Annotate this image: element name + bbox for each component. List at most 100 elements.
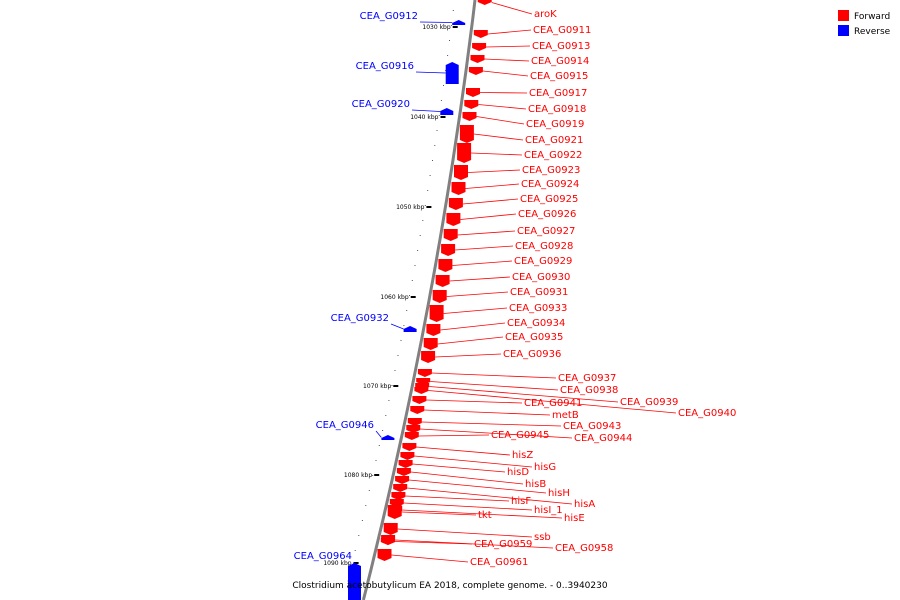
gene-cea-g0912[interactable]: CEA_G0912 (360, 11, 466, 25)
gene-arrow[interactable] (410, 406, 425, 414)
gene-label[interactable]: CEA_G0958 (555, 543, 613, 554)
gene-cea-g0923[interactable]: CEA_G0923 (454, 165, 580, 180)
gene-arrow[interactable] (421, 351, 436, 363)
gene-cea-g0944[interactable]: CEA_G0944 (406, 425, 632, 444)
gene-hisb[interactable]: hisB (396, 468, 546, 490)
gene-arrow[interactable] (400, 452, 415, 460)
gene-cea-g0932[interactable]: CEA_G0932 (331, 313, 417, 332)
gene-label[interactable]: CEA_G0936 (503, 349, 561, 360)
gene-arrow[interactable] (462, 112, 477, 121)
gene-cea-g0933[interactable]: CEA_G0933 (429, 303, 568, 322)
gene-label[interactable]: CEA_G0915 (530, 71, 588, 82)
gene-arrow[interactable] (452, 20, 466, 25)
gene-label[interactable]: hisH (548, 488, 570, 499)
gene-cea-g0918[interactable]: CEA_G0918 (464, 100, 586, 115)
gene-label[interactable]: hisD (507, 467, 529, 478)
gene-cea-g0934[interactable]: CEA_G0934 (426, 318, 565, 336)
gene-cea-g0924[interactable]: CEA_G0924 (451, 179, 580, 195)
gene-cea-g0917[interactable]: CEA_G0917 (466, 88, 587, 99)
gene-arrow[interactable] (464, 100, 479, 109)
gene-label[interactable]: CEA_G0922 (524, 150, 582, 161)
gene-label[interactable]: CEA_G0945 (491, 430, 549, 441)
gene-arrow[interactable] (457, 143, 472, 163)
gene-arrow[interactable] (406, 425, 421, 433)
gene-cea-g0945[interactable]: CEA_G0945 (404, 430, 550, 441)
gene-arrow[interactable] (403, 326, 417, 332)
gene-label[interactable]: CEA_G0914 (531, 56, 589, 67)
gene-arrow[interactable] (398, 460, 413, 468)
gene-cea-g0964[interactable]: CEA_G0964 (294, 551, 361, 600)
gene-label[interactable]: CEA_G0933 (509, 303, 567, 314)
gene-label[interactable]: CEA_G0928 (515, 241, 573, 252)
gene-arrow[interactable] (440, 108, 454, 115)
gene-label[interactable]: CEA_G0929 (514, 256, 572, 267)
gene-cea-g0919[interactable]: CEA_G0919 (462, 112, 585, 130)
gene-cea-g0940[interactable]: CEA_G0940 (414, 387, 736, 419)
gene-label[interactable]: hisG (534, 462, 556, 473)
gene-arrow[interactable] (396, 468, 411, 476)
gene-arrow[interactable] (407, 418, 422, 426)
gene-label[interactable]: CEA_G0943 (563, 421, 621, 432)
gene-arrow[interactable] (459, 125, 474, 143)
gene-cea-g0914[interactable]: CEA_G0914 (470, 55, 590, 67)
gene-label[interactable]: tkt (478, 510, 492, 521)
gene-cea-g0920[interactable]: CEA_G0920 (352, 99, 454, 115)
gene-label[interactable]: hisF (511, 496, 531, 507)
gene-arok[interactable]: aroK (477, 0, 557, 20)
gene-label[interactable]: CEA_G0926 (518, 209, 576, 220)
gene-arrow[interactable] (466, 88, 480, 97)
gene-arrow[interactable] (438, 259, 453, 272)
gene-cea-g0941[interactable]: CEA_G0941 (412, 396, 582, 409)
gene-label[interactable]: CEA_G0935 (505, 332, 563, 343)
gene-cea-g0937[interactable]: CEA_G0937 (417, 369, 616, 384)
gene-arrow[interactable] (395, 476, 410, 484)
gene-arrow[interactable] (423, 338, 438, 350)
gene-cea-g0943[interactable]: CEA_G0943 (407, 418, 622, 432)
gene-label[interactable]: CEA_G0923 (522, 165, 580, 176)
gene-cea-g0961[interactable]: CEA_G0961 (377, 549, 529, 568)
gene-label[interactable]: CEA_G0913 (532, 41, 590, 52)
gene-arrow[interactable] (443, 229, 458, 241)
gene-arrow[interactable] (377, 549, 392, 561)
gene-arrow[interactable] (387, 505, 402, 519)
gene-label[interactable]: CEA_G0918 (528, 104, 586, 115)
gene-label[interactable]: hisI_1 (534, 505, 563, 516)
gene-arrow[interactable] (412, 396, 427, 404)
gene-label[interactable]: CEA_G0941 (524, 398, 582, 409)
gene-arrow[interactable] (404, 432, 419, 440)
gene-label[interactable]: CEA_G0938 (560, 385, 618, 396)
gene-hisg[interactable]: hisG (400, 452, 556, 473)
gene-arrow[interactable] (417, 369, 432, 377)
gene-arrow[interactable] (391, 492, 406, 500)
gene-ssb[interactable]: ssb (383, 523, 551, 543)
gene-cea-g0916[interactable]: CEA_G0916 (356, 61, 459, 84)
gene-arrow[interactable] (468, 67, 483, 75)
gene-label[interactable]: ssb (534, 532, 551, 543)
gene-label[interactable]: CEA_G0920 (352, 99, 410, 110)
gene-label[interactable]: metB (552, 410, 579, 421)
gene-label[interactable]: CEA_G0944 (574, 433, 632, 444)
gene-hisf[interactable]: hisF (391, 492, 531, 507)
gene-arrow[interactable] (470, 55, 485, 63)
gene-label[interactable]: CEA_G0964 (294, 551, 352, 562)
gene-label[interactable]: CEA_G0925 (520, 194, 578, 205)
gene-arrow[interactable] (472, 43, 487, 51)
gene-label[interactable]: CEA_G0946 (316, 420, 374, 431)
gene-tkt[interactable]: tkt (387, 505, 492, 521)
gene-cea-g0929[interactable]: CEA_G0929 (438, 256, 572, 272)
gene-arrow[interactable] (441, 244, 456, 256)
gene-cea-g0913[interactable]: CEA_G0913 (472, 41, 590, 52)
gene-hisd[interactable]: hisD (398, 460, 530, 478)
gene-arrow[interactable] (446, 213, 461, 226)
gene-label[interactable]: hisE (564, 513, 585, 524)
gene-arrow[interactable] (454, 165, 468, 180)
gene-arrow[interactable] (381, 435, 395, 440)
gene-cea-g0931[interactable]: CEA_G0931 (432, 287, 569, 303)
gene-cea-g0925[interactable]: CEA_G0925 (448, 194, 578, 210)
gene-arrow[interactable] (393, 484, 408, 492)
gene-label[interactable]: aroK (534, 9, 557, 20)
gene-label[interactable]: CEA_G0959 (474, 539, 532, 550)
gene-label[interactable]: hisB (525, 479, 546, 490)
gene-hisz[interactable]: hisZ (402, 443, 533, 461)
gene-label[interactable]: CEA_G0916 (356, 61, 414, 72)
